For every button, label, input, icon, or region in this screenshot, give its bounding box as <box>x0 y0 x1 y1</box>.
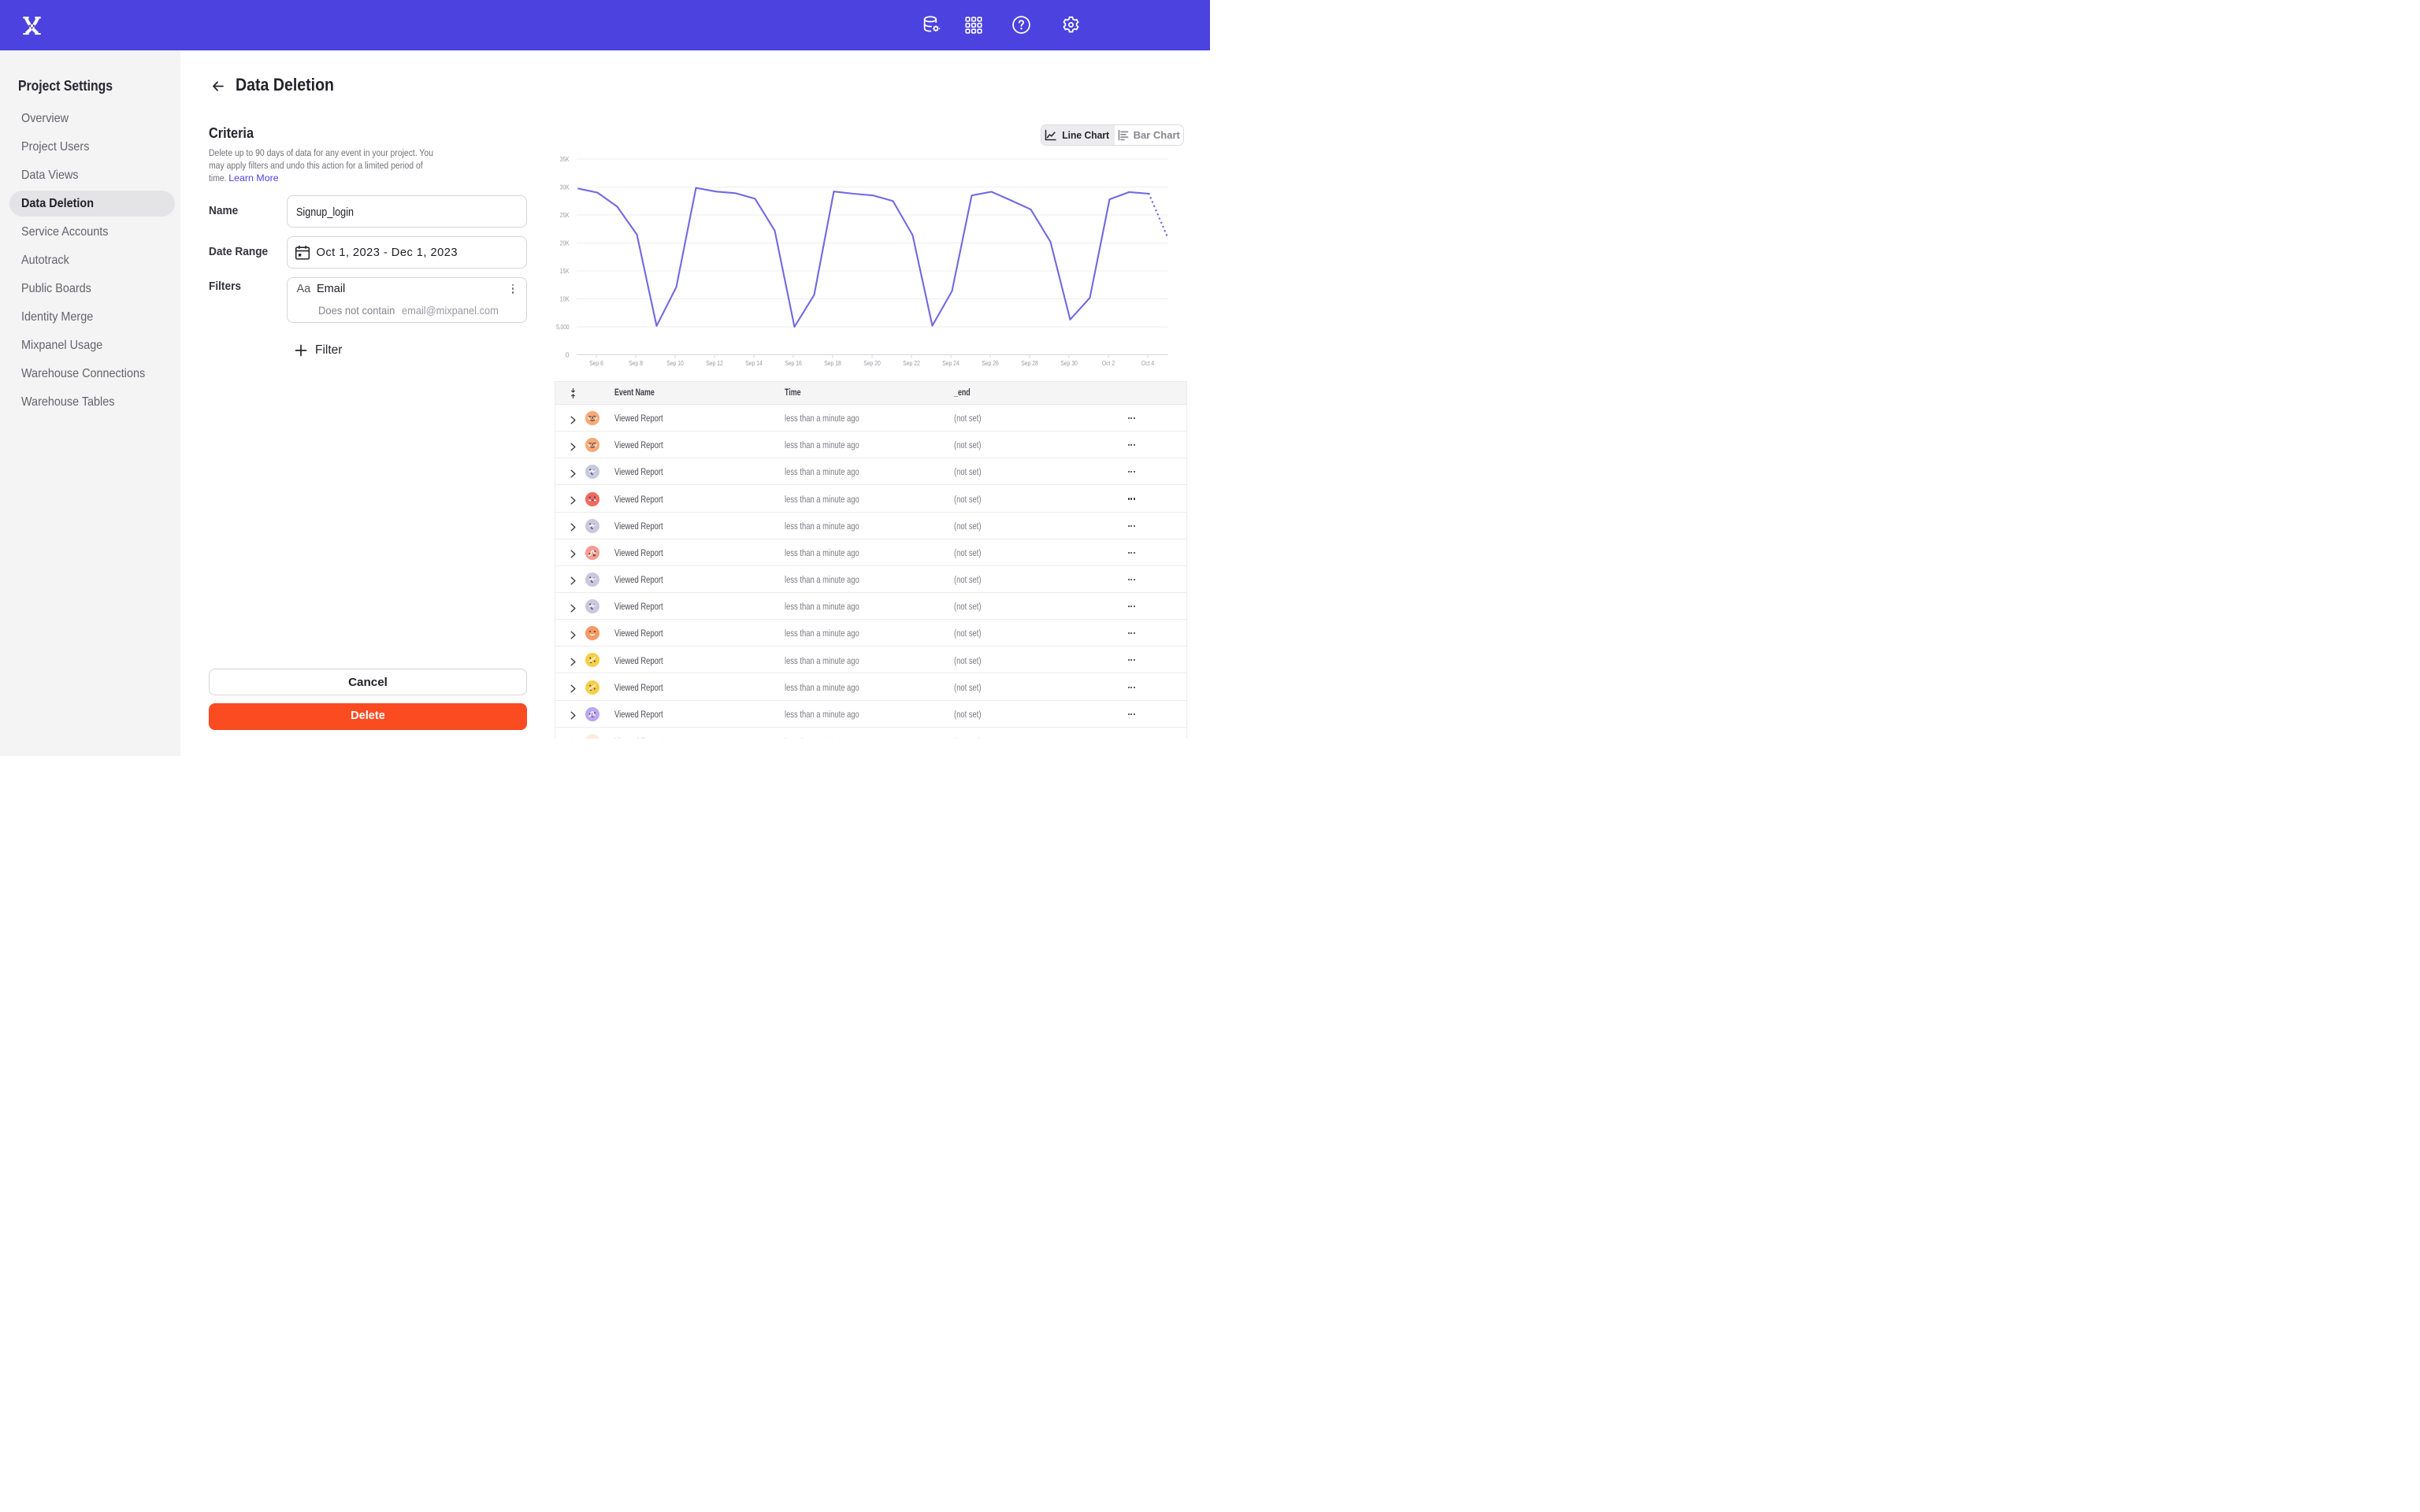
svg-text:0: 0 <box>566 351 570 359</box>
svg-text:Sep 12: Sep 12 <box>706 359 723 367</box>
svg-text:Sep 14: Sep 14 <box>745 359 763 367</box>
svg-text:Sep 6: Sep 6 <box>589 359 603 367</box>
svg-text:Oct 4: Oct 4 <box>1141 359 1155 367</box>
svg-text:Sep 24: Sep 24 <box>942 359 959 367</box>
svg-text:25K: 25K <box>560 211 570 219</box>
svg-text:Sep 18: Sep 18 <box>824 359 841 367</box>
svg-text:30K: 30K <box>560 183 570 191</box>
svg-text:15K: 15K <box>560 267 570 275</box>
svg-text:Sep 30: Sep 30 <box>1060 359 1078 367</box>
svg-text:Sep 16: Sep 16 <box>785 359 802 367</box>
svg-text:Oct 2: Oct 2 <box>1102 359 1115 367</box>
svg-text:10K: 10K <box>560 295 570 303</box>
svg-text:Sep 10: Sep 10 <box>666 359 684 367</box>
svg-text:Sep 8: Sep 8 <box>629 359 643 367</box>
svg-text:Sep 20: Sep 20 <box>863 359 881 367</box>
svg-text:5,000: 5,000 <box>556 323 570 331</box>
svg-text:Sep 28: Sep 28 <box>1021 359 1038 367</box>
svg-text:Sep 22: Sep 22 <box>903 359 920 367</box>
svg-text:20K: 20K <box>560 239 570 247</box>
svg-text:35K: 35K <box>560 155 570 163</box>
svg-text:Sep 26: Sep 26 <box>982 359 999 367</box>
